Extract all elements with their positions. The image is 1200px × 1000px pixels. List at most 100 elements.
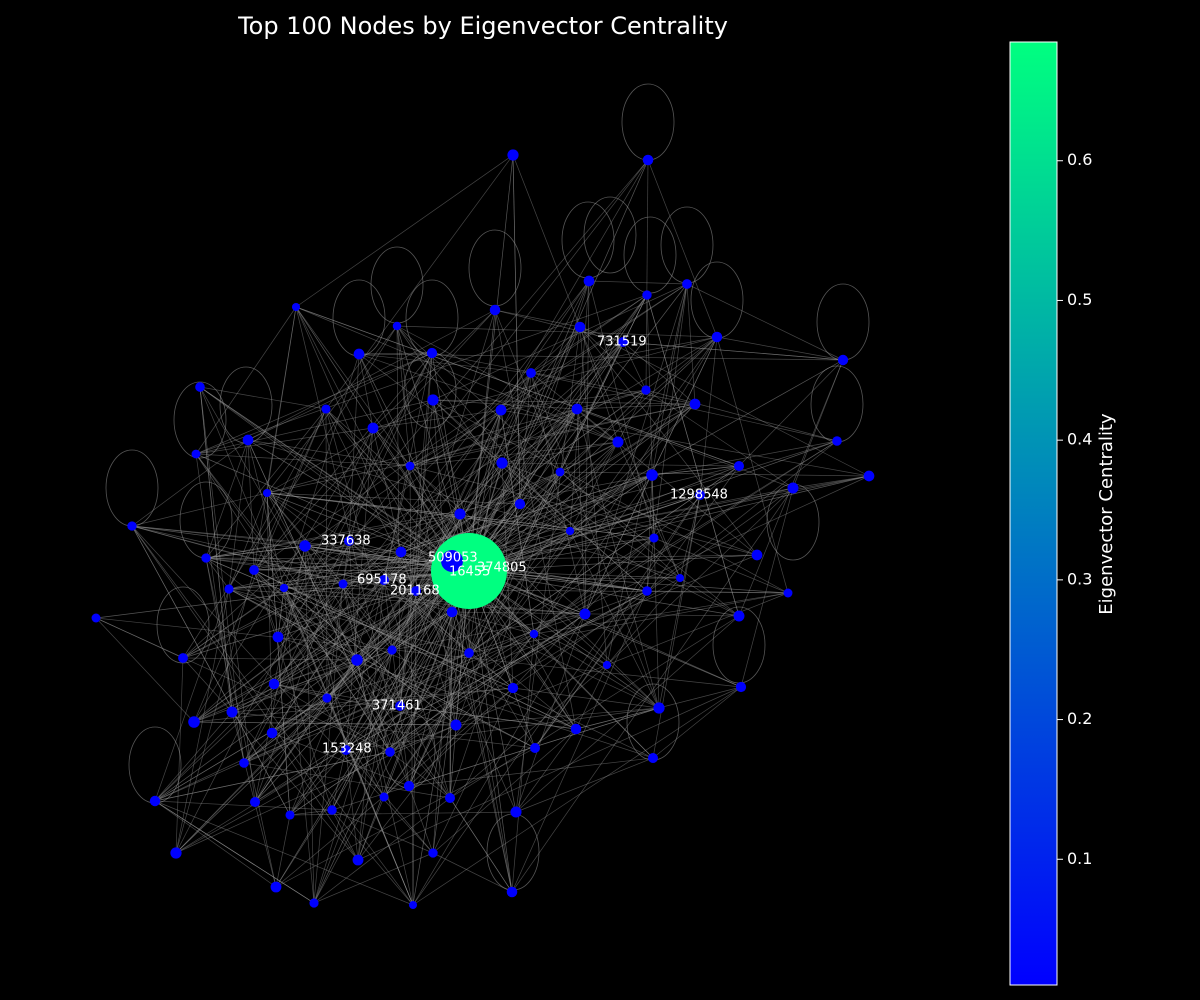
network-edge — [304, 545, 385, 581]
network-edge — [253, 559, 446, 571]
network-edge — [358, 353, 451, 571]
network-edge — [199, 386, 414, 906]
network-edge — [199, 386, 233, 713]
network-edge — [289, 559, 446, 816]
network-edge — [325, 408, 417, 592]
network-edge — [228, 588, 536, 749]
network-node — [642, 290, 652, 300]
network-edge — [468, 341, 624, 654]
network-node — [426, 347, 438, 359]
network-edge — [358, 353, 470, 572]
network-edge — [579, 326, 758, 556]
network-edge — [154, 697, 328, 802]
network-edge — [409, 403, 696, 467]
network-node — [711, 331, 723, 343]
network-edge — [253, 569, 577, 730]
network-edge — [277, 159, 649, 638]
network-node — [395, 546, 407, 558]
network-node — [405, 461, 415, 471]
network-edge — [468, 440, 838, 572]
network-edge — [512, 487, 794, 689]
network-edge — [512, 154, 581, 328]
network-edge — [228, 588, 577, 730]
self-loop-edge — [105, 449, 159, 527]
network-edge — [193, 341, 624, 723]
network-edge — [253, 569, 654, 759]
network-node — [291, 302, 301, 312]
network-edge — [131, 525, 333, 811]
network-edge — [254, 705, 401, 803]
network-edge — [576, 403, 696, 410]
network-edge — [372, 336, 718, 429]
network-edge — [326, 590, 417, 699]
network-edge — [345, 749, 359, 861]
network-edge — [389, 652, 470, 753]
network-edge — [195, 399, 434, 455]
network-edge — [199, 386, 470, 572]
network-node — [266, 727, 278, 739]
network-edge — [325, 408, 328, 699]
network-edge — [372, 427, 402, 553]
network-edge — [383, 408, 578, 581]
network-edge — [455, 633, 535, 726]
network-edge — [154, 800, 315, 904]
network-edge — [193, 590, 417, 723]
network-edge — [519, 280, 590, 505]
network-edge — [304, 545, 401, 707]
network-edge — [468, 570, 660, 709]
network-edge — [412, 494, 701, 906]
network-edge — [247, 439, 391, 753]
network-node — [327, 805, 337, 815]
network-node — [270, 881, 282, 893]
self-loop-edge — [156, 586, 210, 664]
network-edge — [576, 408, 586, 615]
network-edge — [651, 465, 740, 476]
network-edge — [182, 545, 306, 659]
network-edge — [533, 336, 718, 635]
network-edge — [391, 474, 653, 651]
network-edge — [154, 751, 391, 802]
network-edge — [289, 579, 385, 816]
network-edge — [357, 579, 385, 861]
network-edge — [569, 530, 660, 709]
network-edge — [266, 492, 571, 532]
network-node — [249, 796, 261, 808]
network-edge — [275, 611, 453, 888]
network-edge — [266, 389, 647, 494]
network-edge — [511, 633, 535, 893]
network-edge — [494, 309, 561, 473]
network-edge — [247, 439, 391, 753]
network-edge — [345, 590, 648, 751]
network-edge — [243, 583, 344, 764]
network-edge — [275, 814, 291, 888]
network-edge — [579, 326, 681, 579]
network-edge — [645, 389, 838, 442]
network-edge — [449, 611, 453, 799]
network-edge — [131, 525, 535, 635]
network-edge — [247, 439, 571, 532]
node-label: 731519 — [597, 335, 647, 350]
network-edge — [348, 540, 577, 730]
network-edge — [266, 399, 434, 494]
network-node — [675, 573, 685, 583]
network-edge — [396, 325, 470, 572]
network-node — [427, 394, 439, 406]
network-edge — [154, 800, 277, 888]
network-node — [787, 482, 799, 494]
network-edge — [569, 474, 653, 532]
network-edge — [576, 408, 660, 709]
network-edge — [273, 545, 306, 685]
network-edge — [205, 513, 461, 559]
network-edge — [283, 587, 315, 904]
network-edge — [576, 408, 794, 489]
network-edge — [182, 570, 470, 659]
network-edge — [331, 809, 359, 861]
network-edge — [331, 707, 660, 811]
network-edge — [358, 353, 374, 429]
network-node — [441, 550, 463, 572]
network-edge — [358, 353, 619, 443]
network-node — [733, 610, 745, 622]
network-edge — [530, 372, 660, 709]
network-edge — [383, 579, 514, 689]
network-edge — [646, 474, 653, 592]
